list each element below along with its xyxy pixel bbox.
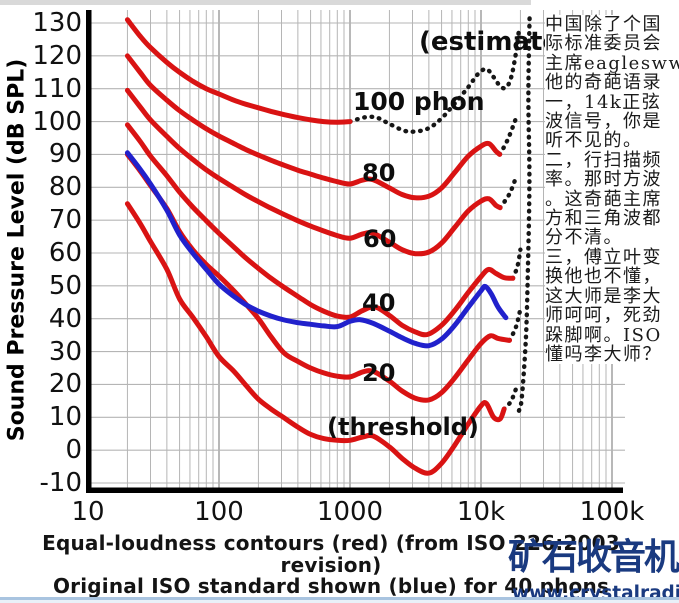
curve-20-phon-estimated-tail bbox=[507, 306, 523, 343]
forum-text-line: 三，傅立叶变 bbox=[545, 246, 662, 268]
y-tick-label: 130 bbox=[32, 8, 82, 38]
forum-text-line: 他的奇葩语录 bbox=[545, 72, 662, 94]
curve-estimated-upper-frequency-limit bbox=[516, 14, 532, 413]
bottom-band bbox=[0, 600, 679, 603]
y-tick-label: 90 bbox=[48, 139, 82, 170]
curve-original-iso-standard-40-phon-blue- bbox=[124, 150, 509, 349]
y-tick-label: 80 bbox=[48, 172, 82, 203]
forum-text-line: 师呵呵，死劲 bbox=[545, 305, 662, 327]
curve-label-phon-20: 20 bbox=[362, 359, 396, 387]
curve-label-phon-80: 80 bbox=[362, 159, 396, 187]
curve-40-phon-estimated-tail bbox=[510, 247, 523, 281]
forum-text-line: 二，行扫描频 bbox=[545, 149, 662, 171]
forum-text-line: 这大师是李大 bbox=[545, 285, 662, 307]
forum-text-line: 懂吗李大师？ bbox=[545, 343, 662, 365]
y-axis-line bbox=[86, 10, 92, 493]
y-tick-label: 0 bbox=[65, 435, 82, 466]
forum-text-line: 跺脚啊。ISO bbox=[545, 324, 662, 346]
curve-100-phon-iso-226-2003- bbox=[124, 17, 353, 125]
caption-line-1: Equal-loudness contours (red) (from ISO … bbox=[42, 531, 620, 577]
forum-text-line: 一，14k正弦 bbox=[545, 91, 662, 113]
curve-60-phon bbox=[124, 87, 503, 257]
curve-label-phon-40: 40 bbox=[362, 289, 396, 317]
forum-text-line: 听不见的。 bbox=[545, 130, 643, 152]
curve-60-phon-estimated-tail bbox=[497, 175, 519, 210]
forum-text-line: 率。那时方波 bbox=[545, 169, 662, 191]
forum-text-line: 际标准委员会 bbox=[545, 33, 662, 55]
watermark-logo: 矿石收音机 bbox=[508, 537, 679, 578]
y-tick-label: 30 bbox=[48, 336, 82, 367]
y-tick-label: 20 bbox=[48, 369, 82, 400]
y-tick-label: 110 bbox=[32, 73, 82, 104]
bottom-rule bbox=[0, 597, 679, 600]
top-strip bbox=[0, 0, 531, 5]
y-tick-label: -10 bbox=[39, 468, 82, 498]
y-tick-label: 50 bbox=[48, 270, 82, 301]
curve-80-phon-estimated-tail bbox=[497, 116, 519, 157]
x-tick-label: 10k bbox=[456, 497, 506, 527]
forum-text-line: 。这奇葩主席 bbox=[545, 188, 662, 210]
x-tick-label: 10 bbox=[71, 497, 105, 527]
curve-label-phon-100: 100 phon bbox=[353, 87, 485, 116]
forum-text-line: 中国除了个国 bbox=[545, 14, 662, 35]
chinese-forum-text: 中国除了个国 际标准委员会 主席eaglesww 他的奇葩语录 一，14k正弦 波信号，你… bbox=[545, 15, 679, 364]
y-tick-label: 40 bbox=[48, 303, 82, 334]
y-tick-label: 100 bbox=[32, 106, 82, 137]
chart-caption: Equal-loudness contours (red) (from ISO … bbox=[0, 531, 662, 598]
y-tick-label: 120 bbox=[32, 40, 82, 71]
forum-text-line: 波信号，你是 bbox=[545, 111, 662, 133]
y-tick-label: 60 bbox=[48, 238, 82, 268]
y-tick-label: 70 bbox=[48, 205, 82, 236]
forum-text-line: 主席eaglesww bbox=[545, 53, 679, 73]
curve-label-threshold: (threshold) bbox=[327, 413, 479, 441]
curve-40-phon bbox=[124, 122, 516, 338]
forum-text-line: 方和三角波都 bbox=[545, 208, 662, 230]
x-axis-line bbox=[86, 487, 623, 493]
caption-line-2: Original ISO standard shown (blue) for 4… bbox=[52, 574, 610, 598]
forum-text-line: 换他也不懂， bbox=[545, 266, 662, 288]
curve-80-phon bbox=[124, 53, 503, 201]
curve-threshold bbox=[124, 201, 507, 476]
x-tick-label: 100 bbox=[194, 497, 244, 527]
curve-threshold-estimated-tail bbox=[501, 382, 520, 412]
curve-label-phon-60: 60 bbox=[363, 225, 397, 253]
y-tick-label: 10 bbox=[48, 402, 82, 433]
forum-text-line: 分不清。 bbox=[545, 227, 623, 249]
x-tick-label: 1000 bbox=[316, 497, 384, 527]
x-tick-label: 100k bbox=[579, 497, 645, 527]
